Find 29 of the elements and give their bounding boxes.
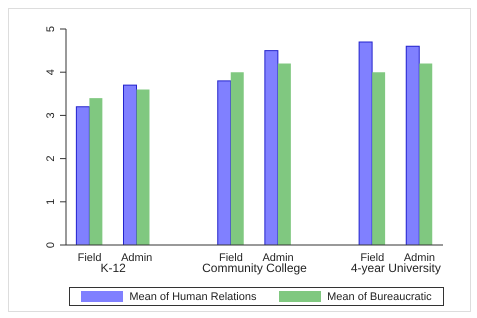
legend-label: Mean of Bureaucratic — [326, 290, 432, 302]
bar — [264, 50, 278, 245]
bar — [122, 84, 137, 245]
text: Community College — [201, 261, 308, 275]
bar — [136, 89, 150, 245]
bar — [419, 64, 432, 245]
text: 4-year University — [350, 261, 442, 275]
y-tick-label: 4 — [45, 69, 57, 76]
x-tick-label: Admin — [262, 252, 294, 264]
x-tick-label: Admin — [121, 252, 152, 264]
x-tick-label: Admin — [404, 252, 436, 264]
bar — [230, 72, 244, 245]
bar — [278, 64, 291, 245]
bar — [76, 106, 90, 245]
legend-label: Mean of Human Relations — [128, 290, 256, 302]
bar — [89, 98, 102, 245]
bar — [406, 46, 420, 245]
x-tick-label: Field — [78, 252, 102, 264]
bar — [372, 72, 386, 245]
y-tick-label: 2 — [45, 156, 57, 162]
y-tick-label: 3 — [45, 112, 57, 118]
bar — [217, 80, 232, 245]
x-tick-label: Field — [219, 252, 243, 264]
y-tick-label: 1 — [45, 198, 57, 205]
bar — [358, 41, 373, 245]
y-tick-label: 0 — [45, 242, 57, 248]
x-tick-label: Field — [360, 252, 384, 264]
text: K-12 — [100, 261, 127, 275]
y-tick-label: 5 — [45, 26, 57, 32]
